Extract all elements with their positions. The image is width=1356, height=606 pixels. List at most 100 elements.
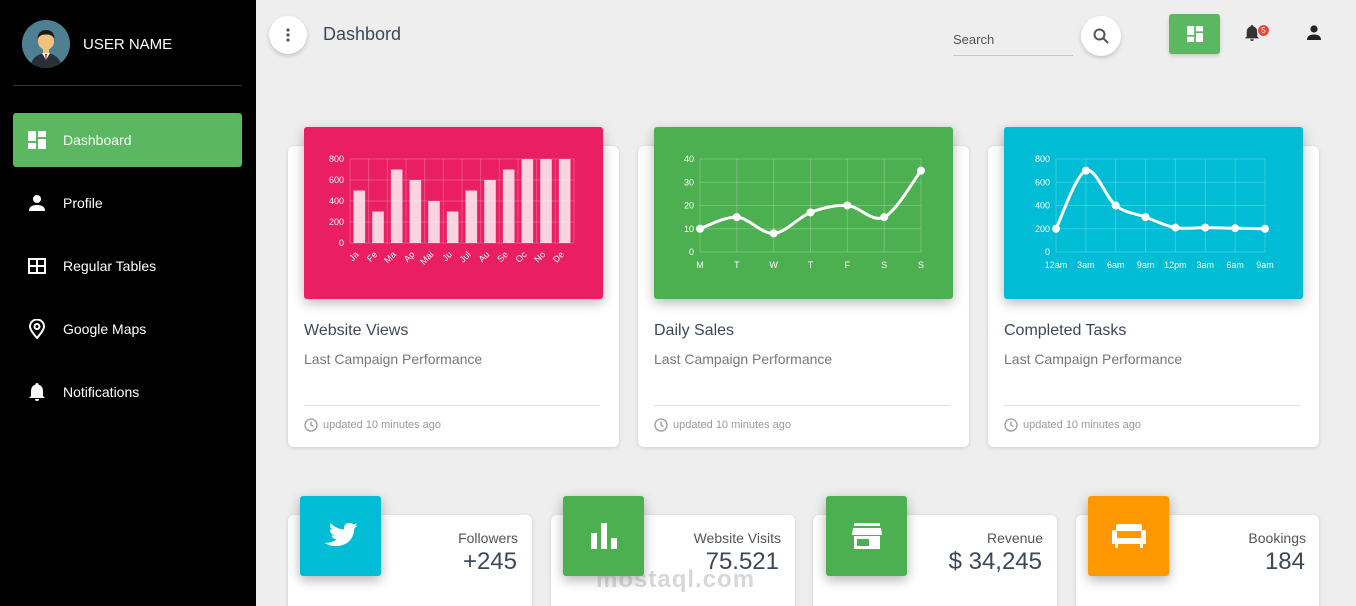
y-tick-label: 0 (339, 238, 344, 248)
user-profile[interactable]: USER NAME (22, 20, 172, 68)
sidebar-item-dashboard[interactable]: Dashboard (13, 113, 242, 167)
data-point (880, 213, 889, 222)
dashboard-icon (1186, 26, 1203, 42)
x-tick-label: Oc (514, 249, 530, 265)
line-chart: 0 200 400 600 800 12am 3am 6am 9am 12pm 3am 6am 9am (1035, 154, 1274, 270)
y-tick-label: 10 (684, 224, 694, 234)
y-tick-label: 800 (1035, 154, 1050, 164)
more-vert-icon (286, 28, 290, 42)
bar (372, 211, 384, 243)
sidebar-item-regular-tables[interactable]: Regular Tables (13, 239, 242, 293)
x-tick-label: 6am (1107, 260, 1125, 270)
x-tick-label: 12pm (1164, 260, 1187, 270)
bar (540, 159, 552, 243)
search-field (953, 28, 1073, 56)
bell-icon (27, 382, 47, 402)
card-divider (304, 405, 600, 406)
sidebar-item-notifications[interactable]: Notifications (13, 365, 242, 419)
y-tick-label: 400 (1035, 201, 1050, 211)
x-tick-label: 12am (1045, 260, 1068, 270)
store-icon (851, 523, 882, 549)
x-tick-label: 3am (1197, 260, 1215, 270)
stat-label-revenue: Revenue (986, 530, 1043, 546)
data-point (732, 213, 741, 222)
sidebar-item-label: Dashboard (63, 132, 132, 148)
y-tick-label: 600 (1035, 177, 1050, 187)
card-title: Website Views (304, 322, 409, 339)
sidebar-item-label: Google Maps (63, 321, 147, 337)
x-tick-label: Ja (347, 249, 361, 263)
dashboard-button[interactable] (1169, 14, 1220, 54)
clock-icon (1004, 418, 1018, 432)
sidebar-item-label: Notifications (63, 384, 140, 400)
sofa-icon (1111, 524, 1146, 548)
search-input[interactable] (953, 28, 1073, 50)
data-point (696, 224, 704, 233)
card-divider (654, 405, 950, 406)
y-tick-label: 0 (1045, 247, 1050, 257)
twitter-icon-tile (300, 496, 381, 576)
store-icon-tile (826, 496, 907, 576)
watermark: mostaql.com (596, 566, 756, 593)
x-tick-label: W (769, 260, 778, 270)
search-icon (1093, 28, 1109, 44)
sidebar: USER NAME Dashboard Profile Regular Tabl… (0, 0, 256, 606)
sidebar-item-profile[interactable]: Profile (13, 176, 242, 230)
stat-value-website-visits: 75.521 (705, 548, 779, 575)
x-tick-label: De (551, 249, 566, 264)
map-pin-icon (27, 319, 47, 339)
bar (558, 159, 571, 243)
avatar (22, 20, 70, 68)
y-tick-label: 800 (329, 154, 344, 164)
x-tick-label: Au (477, 249, 492, 264)
x-tick-label: M (696, 260, 704, 270)
x-tick-label: 9am (1256, 260, 1274, 270)
x-tick-label: Ap (402, 249, 417, 264)
x-tick-label: 6am (1226, 260, 1244, 270)
x-tick-label: T (734, 260, 740, 270)
completed-tasks-chart: 0 200 400 600 800 12am 3am 6am 9am 12pm 3am 6am 9am (1004, 127, 1303, 299)
stat-value-followers: +245 (462, 548, 517, 575)
bar-chart-icon (590, 523, 617, 549)
line-chart: 0 10 20 30 40 M T W T F S S (684, 154, 925, 270)
x-tick-label: No (532, 249, 547, 264)
bell-icon (1244, 25, 1260, 41)
clock-icon (304, 418, 318, 432)
data-point (1171, 223, 1180, 232)
card-footer-text: updated 10 minutes ago (1023, 419, 1142, 431)
sidebar-item-label: Profile (63, 195, 103, 211)
notification-badge: 5 (1257, 24, 1270, 37)
data-point (917, 166, 925, 175)
more-menu-button[interactable] (269, 16, 307, 54)
bar (353, 190, 366, 243)
sidebar-item-google-maps[interactable]: Google Maps (13, 302, 242, 356)
x-tick-label: Fe (365, 249, 380, 264)
card-footer: updated 10 minutes ago (654, 418, 791, 432)
account-button[interactable] (1305, 24, 1325, 44)
card-subtitle: Last Campaign Performance (304, 351, 483, 367)
stat-value-bookings: 184 (1264, 548, 1305, 575)
x-tick-label: 9am (1137, 260, 1155, 270)
data-point (1081, 166, 1090, 175)
sidebar-divider (13, 85, 242, 86)
dashboard-icon (27, 130, 47, 150)
bar (484, 180, 496, 243)
card-footer: updated 10 minutes ago (304, 418, 441, 432)
notifications-button[interactable] (1244, 24, 1266, 46)
stat-label-website-visits: Website Visits (693, 530, 781, 546)
stat-value-revenue: $ 34,245 (948, 548, 1042, 575)
search-button[interactable] (1081, 16, 1121, 56)
x-tick-label: Jul (458, 249, 473, 264)
data-point (1231, 224, 1240, 233)
page-title: Dashbord (323, 24, 402, 44)
clock-icon (654, 418, 668, 432)
bar (390, 169, 403, 243)
y-tick-label: 600 (329, 175, 344, 185)
card-subtitle: Last Campaign Performance (654, 351, 833, 367)
x-tick-label: T (808, 260, 814, 270)
y-tick-label: 200 (329, 217, 344, 227)
stat-label-followers: Followers (458, 530, 518, 546)
data-point (1111, 201, 1120, 210)
y-tick-label: 200 (1035, 224, 1050, 234)
y-tick-label: 0 (689, 247, 694, 257)
